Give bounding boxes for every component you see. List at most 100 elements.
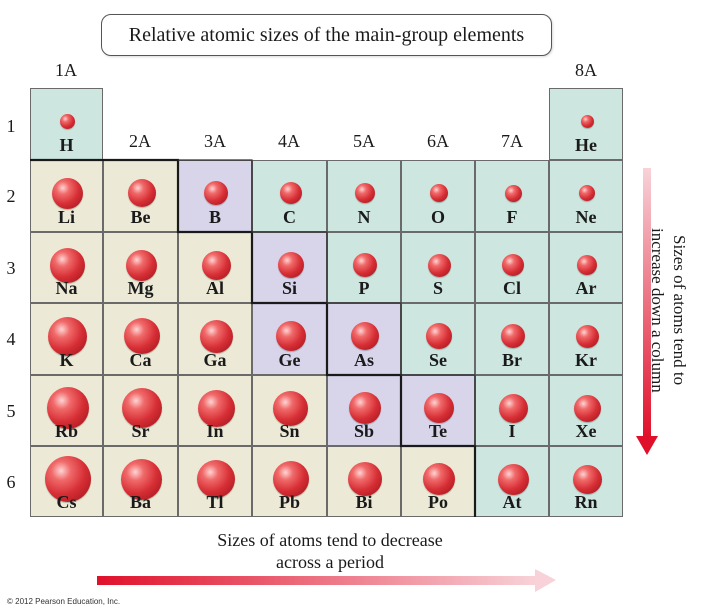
period-label: 2 [6, 186, 16, 206]
atom-sphere [50, 248, 85, 283]
element-symbol: B [208, 207, 221, 227]
atom-sphere [355, 183, 375, 203]
element-cell-xe: Xe [549, 375, 623, 446]
atom-sphere [122, 388, 162, 428]
period-label: 5 [6, 401, 16, 421]
element-symbol: Cl [503, 278, 521, 298]
element-cell-na: Na [30, 232, 103, 303]
element-symbol: Se [429, 350, 447, 370]
element-symbol: S [432, 278, 443, 298]
element-symbol: Sr [131, 421, 150, 441]
element-cell-ge: Ge [252, 303, 327, 375]
element-cell-sb: Sb [327, 375, 401, 446]
element-cell-rb: Rb [30, 375, 103, 446]
atom-sphere [197, 460, 235, 498]
atom-sphere [124, 318, 160, 354]
element-cell-b: B [178, 160, 252, 232]
element-cell-in: In [178, 375, 252, 446]
atom-sphere [126, 250, 157, 281]
element-symbol: Bi [355, 492, 373, 512]
atom-sphere [198, 390, 235, 427]
atom-sphere [499, 394, 528, 423]
group-label: 7A [501, 131, 523, 151]
atom-sphere [280, 182, 302, 204]
atom-sphere [202, 251, 231, 280]
element-cell-n: N [327, 160, 401, 232]
group-label: 1A [55, 60, 77, 80]
group-label: 8A [575, 60, 597, 80]
element-cell-rn: Rn [549, 446, 623, 517]
diagram-title: Relative atomic sizes of the main-group … [101, 14, 552, 56]
element-symbol: Sn [279, 421, 300, 441]
element-cell-te: Te [401, 375, 475, 446]
period-label: 6 [6, 472, 16, 492]
atom-sphere [52, 178, 83, 209]
atom-sphere [426, 323, 452, 349]
atom-sphere [577, 255, 597, 275]
element-symbol: Mg [127, 278, 154, 298]
element-symbol: Sb [353, 421, 375, 441]
element-symbol: Ne [575, 207, 597, 227]
atom-sphere [579, 185, 595, 201]
atom-sphere [276, 321, 306, 351]
group-label: 6A [427, 131, 449, 151]
atom-sphere [200, 320, 233, 353]
atom-sphere [48, 317, 87, 356]
atom-sphere [204, 181, 228, 205]
atom-sphere [501, 324, 525, 348]
element-cell-f: F [475, 160, 549, 232]
atom-sphere [278, 252, 304, 278]
atom-sphere [424, 393, 454, 423]
element-symbol: K [59, 350, 74, 370]
element-cell-mg: Mg [103, 232, 178, 303]
element-symbol: At [502, 492, 522, 512]
element-cell-pb: Pb [252, 446, 327, 517]
group-label: 3A [204, 131, 226, 151]
copyright-notice: © 2012 Pearson Education, Inc. [7, 597, 121, 606]
atom-sphere [581, 115, 594, 128]
element-symbol: Be [130, 207, 151, 227]
atom-sphere [351, 322, 379, 350]
atom-sphere [574, 395, 601, 422]
element-symbol: Te [428, 421, 448, 441]
element-cell-kr: Kr [549, 303, 623, 375]
element-cell-ga: Ga [178, 303, 252, 375]
element-cell-k: K [30, 303, 103, 375]
atom-sphere [348, 462, 382, 496]
period-label: 1 [6, 116, 16, 136]
group-label: 2A [129, 131, 151, 151]
element-cell-cs: Cs [30, 446, 103, 517]
atom-sphere [498, 464, 529, 495]
element-symbol: In [206, 421, 224, 441]
element-symbol: He [575, 135, 597, 155]
period-label: 3 [6, 258, 16, 278]
element-symbol: H [59, 135, 74, 155]
element-symbol: Po [428, 492, 448, 512]
atom-sphere [430, 184, 448, 202]
element-cell-be: Be [103, 160, 178, 232]
element-cell-ca: Ca [103, 303, 178, 375]
atom-sphere [47, 387, 89, 429]
vertical-trend-label: Sizes of atoms tend to increase down a c… [648, 227, 689, 393]
element-cell-sn: Sn [252, 375, 327, 446]
element-cell-ar: Ar [549, 232, 623, 303]
period-label: 4 [6, 329, 16, 349]
element-symbol: C [283, 207, 296, 227]
atom-sphere [273, 391, 308, 426]
atom-sphere [423, 463, 455, 495]
atom-sphere [273, 461, 309, 497]
atom-sphere [60, 114, 75, 129]
element-symbol: Xe [575, 421, 597, 441]
element-cell-he: He [549, 88, 623, 160]
atom-sphere [45, 456, 91, 502]
element-symbol: Ga [203, 350, 227, 370]
atom-sphere [576, 325, 599, 348]
element-cell-bi: Bi [327, 446, 401, 517]
element-cell-c: C [252, 160, 327, 232]
element-cell-al: Al [178, 232, 252, 303]
element-cell-li: Li [30, 160, 103, 232]
element-symbol: Si [281, 278, 297, 298]
atom-sphere [502, 254, 524, 276]
atom-sphere [573, 465, 602, 494]
